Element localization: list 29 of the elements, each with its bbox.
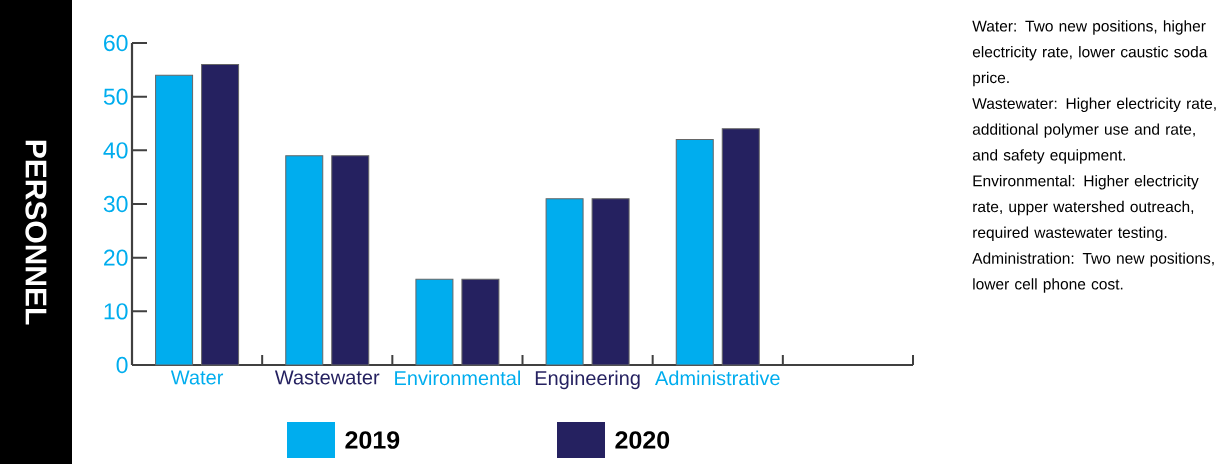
- bar: [331, 155, 370, 366]
- x-tick-label: Administrative: [654, 370, 780, 386]
- y-tick-label: 0: [116, 356, 128, 374]
- y-axis-title: PERSONNEL: [25, 140, 47, 325]
- legend-label: 2019: [345, 431, 400, 449]
- y-tick-label: 50: [103, 88, 128, 105]
- bar: [721, 128, 760, 366]
- bar: [285, 155, 324, 366]
- bar: [201, 63, 240, 366]
- text: Wastewater: Higher electricity rate, additional polymer use and rate, and safety equipment.: [972, 97, 1216, 164]
- y-tick-label: 30: [103, 195, 128, 213]
- bar: [461, 278, 500, 366]
- bar: [545, 198, 584, 366]
- x-tick-label: Wastewater: [274, 370, 380, 385]
- text: Environmental: Higher electricity rate, upper watershed outreach, required wastewater testing.: [973, 175, 1199, 242]
- bar: [155, 74, 194, 366]
- x-tick-label: Environmental: [395, 370, 520, 386]
- text: Administration: Two new positions, lower cell phone cost.: [972, 252, 1214, 293]
- x-tick-label: Water: [170, 370, 224, 385]
- x-tick-label: Engineering: [535, 370, 640, 390]
- y-tick-label: 40: [103, 142, 128, 159]
- y-tick-label: 20: [104, 249, 128, 266]
- bar: [591, 198, 630, 366]
- bar: [415, 278, 454, 366]
- text: Water: Two new positions, higher electricity rate, lower caustic soda price.: [972, 20, 1208, 87]
- bar: [675, 139, 714, 366]
- legend-label: 2020: [615, 431, 670, 449]
- y-tick-label: 60: [104, 34, 128, 52]
- y-tick-label: 10: [104, 303, 128, 320]
